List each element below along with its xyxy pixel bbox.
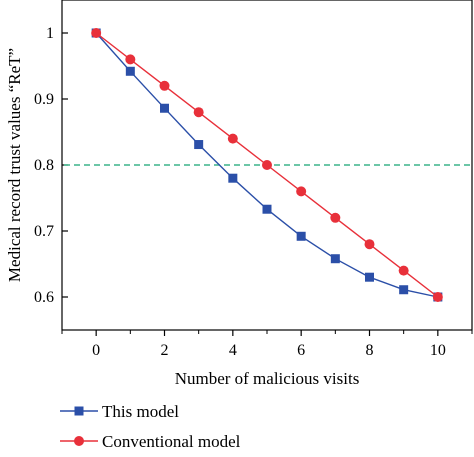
data-point (364, 239, 375, 250)
x-axis-label: Number of malicious visits (175, 369, 360, 388)
legend-item: Conventional model (60, 432, 241, 451)
x-axis-ticks: 0 2 4 6 8 10 (61, 330, 473, 359)
y-tick-label: 0.9 (34, 91, 54, 108)
data-point (160, 103, 169, 113)
data-point (398, 265, 409, 276)
data-point (262, 160, 272, 170)
data-point (193, 107, 204, 118)
x-tick-label: 2 (161, 342, 169, 359)
data-point (227, 133, 238, 144)
data-point (262, 204, 272, 214)
data-point (296, 231, 306, 241)
data-point (91, 28, 102, 38)
data-point (125, 54, 136, 65)
data-point (296, 186, 307, 197)
data-point (365, 272, 374, 282)
series-1 (91, 28, 443, 302)
legend-marker (74, 406, 84, 416)
y-tick-label: 0.6 (34, 289, 54, 306)
y-axis-label: Medical record trust values “ReT” (5, 48, 24, 282)
data-point (125, 66, 135, 76)
data-point (330, 254, 340, 264)
data-point (399, 285, 409, 295)
data-point (159, 80, 170, 91)
data-point (228, 173, 238, 183)
x-tick-label: 0 (92, 342, 100, 359)
data-point (194, 140, 204, 150)
x-tick-label: 4 (229, 342, 237, 359)
legend: This model Conventional model (60, 402, 241, 451)
legend-marker (74, 436, 84, 446)
legend-label: Conventional model (102, 432, 241, 451)
y-tick-label: 0.8 (34, 157, 54, 174)
legend-item: This model (60, 402, 179, 421)
x-tick-label: 8 (366, 342, 374, 359)
x-tick-label: 10 (430, 342, 446, 359)
y-axis-ticks: 0.6 0.7 0.8 0.9 1 (34, 25, 68, 306)
y-tick-label: 0.7 (34, 223, 54, 240)
y-tick-label: 1 (46, 25, 54, 42)
data-point (432, 292, 443, 302)
data-point (330, 212, 341, 223)
series-group (91, 28, 443, 302)
x-tick-label: 6 (297, 342, 305, 359)
legend-label: This model (102, 402, 179, 421)
series-0 (91, 28, 443, 302)
